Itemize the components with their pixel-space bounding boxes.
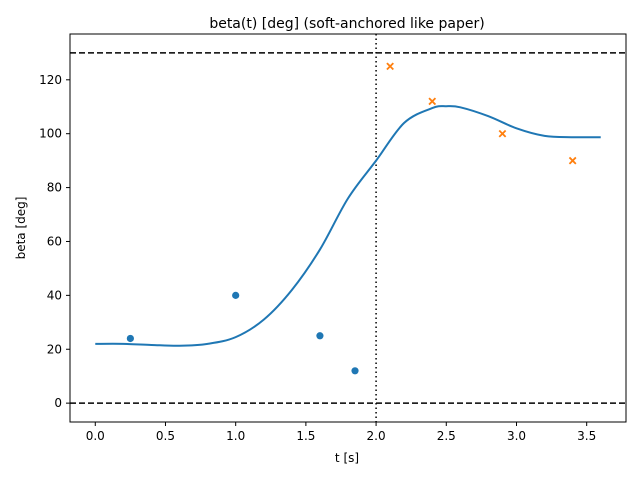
y-tick-label: 80 [47, 181, 62, 195]
series-line [95, 105, 601, 347]
x-axis-label: t [s] [335, 451, 359, 465]
x-tick-label: 0.0 [86, 429, 105, 443]
y-tick-label: 40 [47, 288, 62, 302]
x-tick-label: 2.5 [437, 429, 456, 443]
x-tick-label: 3.5 [577, 429, 596, 443]
y-tick-label: 20 [47, 342, 62, 356]
axis-ticks: 0.0 0.5 1.0 1.5 2.0 2.5 3.0 3.5 0 20 40 60 80 100 120 [39, 73, 596, 443]
x-tick-label: 3.0 [507, 429, 526, 443]
data-point-x [386, 62, 394, 71]
axes-frame [69, 33, 627, 423]
plot-area [70, 34, 626, 422]
data-point-circle [316, 332, 324, 340]
y-tick-label: 100 [39, 127, 62, 141]
chart-title: beta(t) [deg] (soft-anchored like paper) [209, 16, 484, 32]
y-tick-label: 60 [47, 234, 62, 248]
y-tick-label: 0 [54, 396, 62, 410]
y-tick-label: 120 [39, 73, 62, 87]
x-tick-label: 2.0 [367, 429, 386, 443]
x-tick-label: 0.5 [156, 429, 175, 443]
data-point-x [428, 97, 437, 106]
data-point-x [498, 129, 507, 138]
data-point-circle [232, 291, 240, 299]
data-point-circle [351, 367, 359, 375]
data-point-x [568, 156, 577, 165]
y-axis-label: beta [deg] [14, 197, 28, 260]
x-tick-label: 1.5 [296, 429, 315, 443]
x-tick-label: 1.0 [226, 429, 245, 443]
data-point-circle [126, 334, 134, 343]
